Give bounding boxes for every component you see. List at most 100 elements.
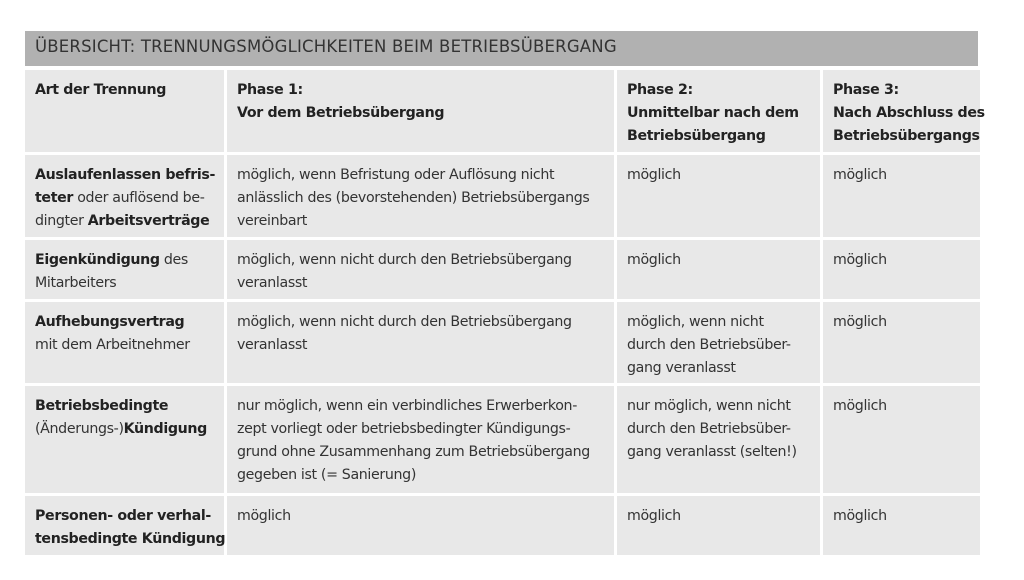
cell-line: vereinbart bbox=[237, 210, 605, 233]
cell-line: nur möglich, wenn ein verbindliches Erwe… bbox=[237, 395, 605, 418]
table-cell-phase-2: möglich, wenn nicht durch den Betriebsübe… bbox=[617, 302, 820, 383]
cell-text: möglich bbox=[627, 252, 681, 268]
cell-line: möglich, wenn Befristung oder Auflösung … bbox=[237, 164, 605, 187]
cell-text: gang veranlasst (selten!) bbox=[627, 444, 797, 460]
cell-text: möglich bbox=[833, 252, 887, 268]
table-cell-phase-3: möglich bbox=[823, 302, 980, 383]
cell-text: Arbeitsverträge bbox=[87, 213, 210, 229]
cell-text: dingter bbox=[35, 213, 88, 229]
table-cell-phase-3: möglich bbox=[823, 386, 980, 493]
table-cell-phase-3: möglich bbox=[823, 496, 980, 555]
cell-line: Art der Trennung bbox=[35, 79, 215, 102]
cell-line: möglich, wenn nicht bbox=[627, 311, 811, 334]
table-cell-art-der-trennung: Auslaufenlassen befris-teter oder auflös… bbox=[25, 155, 224, 237]
cell-line: zept vorliegt oder betriebsbedingter Kün… bbox=[237, 418, 605, 441]
cell-text: Phase 3: bbox=[833, 82, 899, 98]
cell-text: teter bbox=[35, 190, 74, 206]
cell-text: veranlasst bbox=[237, 337, 308, 353]
cell-text: durch den Betriebsüber- bbox=[627, 337, 791, 353]
cell-line: Vor dem Betriebsübergang bbox=[237, 102, 605, 125]
cell-line: Unmittelbar nach dem bbox=[627, 102, 811, 125]
cell-line: möglich bbox=[627, 164, 811, 187]
cell-line: Betriebsübergang bbox=[627, 125, 811, 148]
cell-text: grund ohne Zusammenhang zum Betriebsüber… bbox=[237, 444, 590, 460]
cell-text: möglich bbox=[237, 508, 291, 524]
table-cell-phase-3: möglich bbox=[823, 155, 980, 237]
table-cell-phase-1: möglich, wenn nicht durch den Betriebsüb… bbox=[227, 302, 614, 383]
header-cell-phase-2: Phase 2: Unmittelbar nach dem Betriebsüber… bbox=[617, 70, 820, 152]
cell-line: möglich bbox=[833, 505, 971, 528]
cell-text: Mitarbeiters bbox=[35, 275, 117, 291]
cell-line: Aufhebungsvertrag bbox=[35, 311, 215, 334]
cell-text: des bbox=[159, 252, 188, 268]
cell-line: Eigenkündigung des bbox=[35, 249, 215, 272]
cell-text: möglich bbox=[627, 167, 681, 183]
cell-text: Kündigung bbox=[123, 421, 208, 437]
table-cell-art-der-trennung: Personen- oder verhal-tensbedingte Kündi… bbox=[25, 496, 225, 555]
cell-line: teter oder auflösend be- bbox=[35, 187, 215, 210]
table-cell-art-der-trennung: Aufhebungsvertrag mit dem Arbeitnehmer bbox=[25, 302, 224, 383]
cell-line: veranlasst bbox=[237, 272, 605, 295]
cell-text: Art der Trennung bbox=[35, 82, 167, 98]
cell-line: möglich, wenn nicht durch den Betriebsüb… bbox=[237, 249, 605, 272]
cell-line: Betriebsbedingte bbox=[35, 395, 215, 418]
cell-text: zept vorliegt oder betriebsbedingter Kün… bbox=[237, 421, 571, 437]
cell-text: nur möglich, wenn nicht bbox=[627, 398, 791, 414]
cell-text: möglich bbox=[833, 314, 887, 330]
table-cell-phase-2: möglich bbox=[617, 155, 820, 237]
cell-text: Nach Abschluss des bbox=[833, 105, 985, 121]
cell-text: gang veranlasst bbox=[627, 360, 736, 376]
cell-line: Nach Abschluss des bbox=[833, 102, 985, 125]
cell-text: Vor dem Betriebsübergang bbox=[237, 105, 445, 121]
table-title: ÜBERSICHT: TRENNUNGSMÖGLICHKEITEN BEIM B… bbox=[25, 31, 978, 66]
cell-text: möglich, wenn nicht durch den Betriebsüb… bbox=[237, 314, 572, 330]
cell-line: Auslaufenlassen befris- bbox=[35, 164, 215, 187]
table-cell-phase-1: nur möglich, wenn ein verbindliches Erwe… bbox=[227, 386, 614, 493]
cell-text: Unmittelbar nach dem bbox=[627, 105, 799, 121]
cell-line: Phase 1: bbox=[237, 79, 605, 102]
cell-line: dingter Arbeitsverträge bbox=[35, 210, 215, 233]
cell-line: möglich bbox=[833, 311, 971, 334]
cell-text: möglich bbox=[833, 398, 887, 414]
cell-line: durch den Betriebsüber- bbox=[627, 334, 811, 357]
table-cell-phase-3: möglich bbox=[823, 240, 980, 299]
cell-text: nur möglich, wenn ein verbindliches Erwe… bbox=[237, 398, 577, 414]
cell-text: vereinbart bbox=[237, 213, 307, 229]
cell-line: durch den Betriebsüber- bbox=[627, 418, 811, 441]
cell-line: möglich, wenn nicht durch den Betriebsüb… bbox=[237, 311, 605, 334]
table-cell-phase-2: nur möglich, wenn nicht durch den Betrieb… bbox=[617, 386, 820, 493]
cell-text: Betriebsübergang bbox=[627, 128, 766, 144]
cell-text: veranlasst bbox=[237, 275, 308, 291]
cell-text: (Änderungs-) bbox=[35, 421, 124, 437]
header-cell-phase-1: Phase 1: Vor dem Betriebsübergang bbox=[227, 70, 614, 152]
cell-text: oder auflösend be- bbox=[73, 190, 205, 206]
cell-line: Betriebsübergangs bbox=[833, 125, 980, 148]
cell-line: möglich bbox=[833, 164, 971, 187]
cell-line: (Änderungs-)Kündigung bbox=[35, 418, 215, 441]
header-cell-art-der-trennung: Art der Trennung bbox=[25, 70, 224, 152]
cell-text: möglich, wenn nicht durch den Betriebsüb… bbox=[237, 252, 572, 268]
cell-line: möglich bbox=[237, 505, 605, 528]
cell-text: Auslaufenlassen befris- bbox=[35, 167, 216, 183]
cell-text: Betriebsübergangs bbox=[833, 128, 980, 144]
cell-line: mit dem Arbeitnehmer bbox=[35, 334, 215, 357]
cell-text: Phase 2: bbox=[627, 82, 693, 98]
cell-text: Phase 1: bbox=[237, 82, 303, 98]
cell-line: möglich bbox=[627, 505, 811, 528]
cell-line: veranlasst bbox=[237, 334, 605, 357]
cell-text: gegeben ist (= Sanierung) bbox=[237, 467, 417, 483]
table-cell-phase-1: möglich, wenn Befristung oder Auflösung … bbox=[227, 155, 614, 237]
table-cell-phase-2: möglich bbox=[617, 496, 820, 555]
header-cell-phase-3: Phase 3: Nach Abschluss des Betriebsüberga… bbox=[823, 70, 985, 152]
cell-line: tensbedingte Kündigung bbox=[35, 528, 225, 551]
cell-line: möglich bbox=[833, 395, 971, 418]
cell-line: Phase 2: bbox=[627, 79, 811, 102]
cell-text: durch den Betriebsüber- bbox=[627, 421, 791, 437]
cell-line: Phase 3: bbox=[833, 79, 971, 102]
table-cell-phase-1: möglich, wenn nicht durch den Betriebsüb… bbox=[227, 240, 614, 299]
cell-line: möglich bbox=[833, 249, 971, 272]
cell-text: möglich bbox=[833, 508, 887, 524]
cell-line: Mitarbeiters bbox=[35, 272, 215, 295]
cell-line: gang veranlasst bbox=[627, 357, 811, 380]
cell-line: gang veranlasst (selten!) bbox=[627, 441, 811, 464]
